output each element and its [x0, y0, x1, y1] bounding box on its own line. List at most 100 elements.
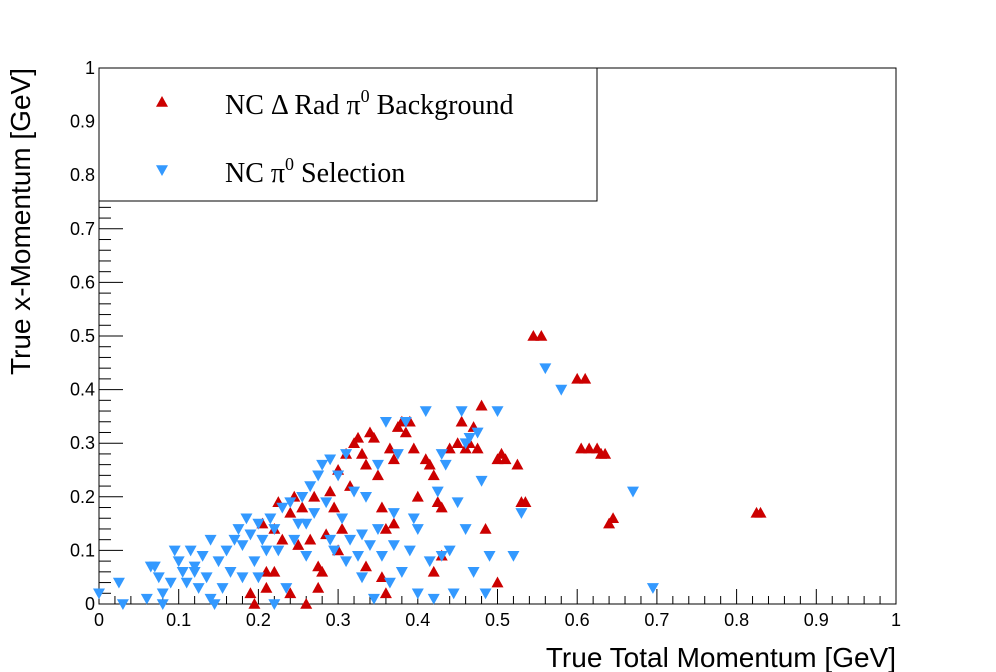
selection-point	[312, 470, 325, 482]
selection-point	[443, 545, 456, 557]
selection-point	[260, 545, 273, 557]
selection-point	[292, 518, 305, 530]
background-point	[312, 581, 325, 593]
selection-point	[244, 529, 257, 541]
x-tick-label: 0.5	[485, 610, 510, 630]
selection-point	[391, 449, 404, 460]
selection-point	[232, 524, 245, 535]
selection-point	[112, 577, 125, 589]
selection-point	[192, 583, 205, 594]
background-point	[268, 565, 281, 577]
selection-point	[431, 486, 444, 498]
legend-entry-background: NC Δ Rad π0 Background	[225, 86, 513, 121]
selection-point	[224, 567, 237, 578]
selection-point	[156, 588, 169, 600]
selection-point	[116, 599, 129, 610]
selection-point	[467, 567, 480, 578]
selection-point	[475, 475, 488, 487]
legend-entry-background-suffix: Background	[370, 90, 514, 121]
y-tick-label: 0	[85, 594, 95, 614]
selection-point	[288, 534, 301, 546]
selection-point	[491, 406, 504, 418]
selection-point	[236, 540, 249, 552]
selection-point	[332, 470, 345, 482]
background-point	[479, 522, 492, 534]
selection-point	[352, 550, 365, 562]
background-point	[754, 506, 767, 518]
background-point	[292, 539, 305, 550]
legend-entry-selection: NC π0 Selection	[225, 154, 405, 189]
selection-point	[188, 567, 201, 578]
selection-point	[375, 550, 388, 562]
selection-point	[367, 593, 380, 605]
background-point	[276, 533, 289, 545]
selection-point	[555, 384, 568, 396]
selection-point	[180, 577, 193, 589]
background-point	[491, 576, 504, 588]
selection-point	[407, 513, 420, 525]
background-point	[367, 431, 380, 443]
selection-point	[447, 588, 460, 600]
selection-point	[248, 556, 261, 568]
selection-point	[539, 363, 552, 375]
selection-point	[387, 508, 400, 519]
y-tick-label: 0.4	[70, 380, 95, 400]
legend-entry-selection-sup: 0	[285, 154, 294, 174]
selection-point	[252, 518, 265, 530]
background-point	[359, 458, 372, 470]
selection-point	[296, 492, 309, 503]
background-point	[387, 517, 400, 529]
selection-point	[471, 427, 484, 439]
y-tick-label: 0.7	[70, 219, 95, 239]
background-point	[300, 598, 313, 609]
selection-point	[172, 556, 185, 568]
background-point	[375, 501, 388, 513]
background-point	[359, 560, 372, 572]
legend-entry-selection-prefix: NC π	[225, 158, 285, 189]
selection-point	[164, 577, 177, 589]
data-markers	[93, 330, 767, 610]
selection-point	[152, 572, 165, 584]
x-tick-label: 0.2	[246, 610, 271, 630]
background-point	[423, 458, 436, 470]
selection-point	[340, 449, 353, 460]
background-point	[511, 458, 524, 470]
selection-point	[93, 588, 105, 600]
background-point	[296, 501, 309, 513]
background-point	[379, 587, 392, 599]
selection-point	[507, 550, 520, 562]
selection-point	[451, 497, 464, 509]
selection-point	[272, 545, 285, 557]
y-tick-label: 0.6	[70, 272, 95, 292]
selection-point	[399, 416, 412, 428]
background-point	[304, 533, 317, 545]
background-point	[387, 453, 400, 465]
legend-entry-background-sup: 0	[361, 86, 370, 106]
selection-point	[427, 593, 440, 605]
selection-point	[646, 583, 659, 594]
x-tick-label: 0.1	[166, 610, 191, 630]
background-point	[527, 330, 540, 341]
selection-point	[268, 599, 281, 610]
background-point	[519, 496, 532, 507]
selection-point	[308, 508, 321, 519]
x-tick-label: 0.6	[565, 610, 590, 630]
legend-markers	[156, 96, 168, 176]
background-point	[499, 453, 512, 465]
x-tick-label: 0.8	[724, 610, 749, 630]
selection-point	[439, 459, 452, 471]
background-point	[399, 426, 412, 438]
background-point	[248, 598, 261, 609]
background-point	[427, 565, 440, 577]
legend-entry-background-prefix: NC Δ Rad π	[225, 90, 361, 121]
legend-entry-selection-suffix: Selection	[294, 158, 405, 189]
selection-point	[204, 593, 217, 605]
y-tick-label: 1	[85, 58, 95, 78]
selection-point	[411, 588, 424, 600]
x-tick-label: 0.3	[326, 610, 351, 630]
selection-point	[220, 545, 233, 557]
selection-point	[316, 459, 329, 471]
selection-point	[356, 529, 369, 541]
background-point	[411, 490, 424, 502]
selection-point	[300, 518, 313, 530]
